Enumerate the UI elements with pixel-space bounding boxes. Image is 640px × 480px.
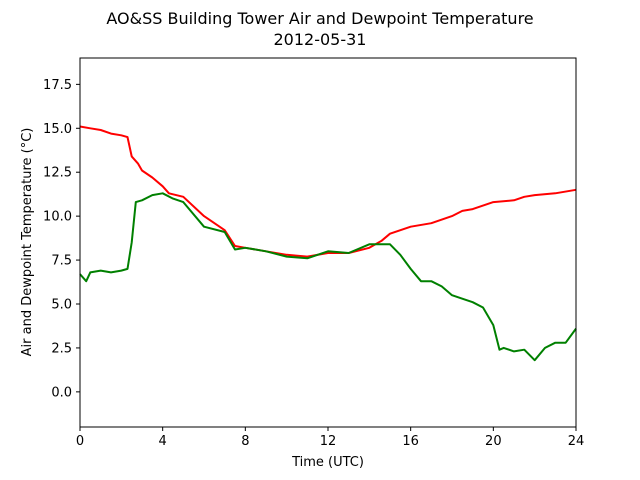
- y-tick-label: 5.0: [51, 298, 72, 313]
- x-tick-label: 16: [402, 434, 419, 449]
- x-tick-label: 0: [76, 434, 84, 449]
- y-tick-label: 17.5: [43, 78, 72, 93]
- x-tick-label: 12: [320, 434, 337, 449]
- y-tick-label: 15.0: [43, 122, 72, 137]
- x-tick-label: 4: [159, 434, 167, 449]
- x-tick-label: 24: [568, 434, 585, 449]
- y-tick-label: 10.0: [43, 210, 72, 225]
- x-tick-label: 20: [485, 434, 502, 449]
- y-tick-label: 0.0: [51, 385, 72, 400]
- x-tick-label: 8: [241, 434, 249, 449]
- chart-title: AO&SS Building Tower Air and Dewpoint Te…: [106, 9, 533, 28]
- y-tick-label: 12.5: [43, 166, 72, 181]
- chart-subtitle: 2012-05-31: [274, 30, 367, 49]
- y-tick-label: 7.5: [51, 254, 72, 269]
- y-axis: 0.0 2.5 5.0 7.5 10.0 12.5 15.0 17.5: [43, 78, 80, 400]
- series-line-2: [79, 192, 577, 362]
- y-tick-label: 2.5: [51, 341, 72, 356]
- x-axis: 0 4 8 12 16 20 24: [76, 427, 584, 449]
- series-layer: [79, 125, 577, 362]
- x-axis-label: Time (UTC): [291, 455, 364, 470]
- y-axis-label: Air and Dewpoint Temperature (°C): [20, 128, 35, 357]
